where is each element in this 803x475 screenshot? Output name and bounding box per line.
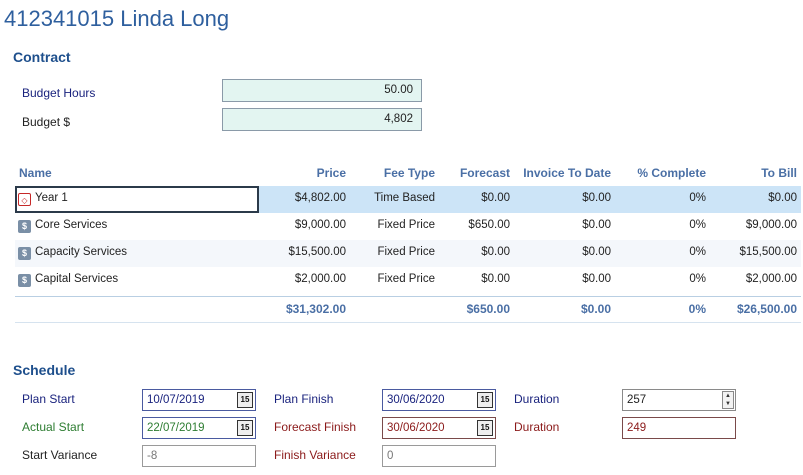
col-header-fee-type[interactable]: Fee Type [383,166,435,180]
actual-start-value: 22/07/2019 [147,422,205,434]
total-price: $31,302.00 [285,302,346,316]
name-cell-focus-box[interactable] [15,186,259,213]
start-variance-field: -8 [142,445,256,467]
duration-label: Duration [514,392,560,406]
duration-value: 257 [627,394,647,406]
finish-variance-label: Finish Variance [274,448,356,462]
total-forecast: $650.00 [466,302,510,316]
row-invoice-to-date: $0.00 [582,192,611,204]
col-header-price[interactable]: Price [316,166,346,180]
row-fee-type: Fixed Price [377,219,435,231]
grid-divider [15,296,801,297]
row-pct-complete: 0% [689,219,706,231]
plan-start-value: 10/07/2019 [147,394,205,406]
fee-dollar-icon: $ [18,220,31,233]
row-name: Year 1 [35,192,68,204]
milestone-icon: ◇ [18,193,31,206]
row-pct-complete: 0% [689,246,706,258]
total-invoice-to-date: $0.00 [580,302,611,316]
table-row[interactable]: ◇ Year 1 $4,802.00 Time Based $0.00 $0.0… [15,186,801,213]
row-pct-complete: 0% [689,192,706,204]
row-to-bill: $2,000.00 [745,273,797,285]
row-fee-type: Time Based [374,192,435,204]
row-to-bill: $15,500.00 [739,246,797,258]
table-row[interactable]: $ Capacity Services $15,500.00 Fixed Pri… [15,240,801,267]
totals-row: $31,302.00 $650.00 $0.00 0% $26,500.00 [15,297,801,323]
page-title: 412341015 Linda Long [4,6,230,31]
forecast-finish-label: Forecast Finish [274,420,357,434]
forecast-duration-field[interactable]: 249 [622,417,736,439]
contract-section-title: Contract [13,49,71,65]
total-to-bill: $26,500.00 [736,302,797,316]
row-name: Capacity Services [35,246,128,258]
col-header-forecast[interactable]: Forecast [459,166,510,180]
plan-start-field[interactable]: 10/07/2019 15 [142,389,256,411]
finish-variance-field: 0 [382,445,496,467]
row-name: Core Services [35,219,108,231]
plan-finish-label: Plan Finish [274,392,334,406]
row-forecast: $0.00 [481,192,510,204]
row-pct-complete: 0% [689,273,706,285]
row-price: $15,500.00 [288,246,346,258]
row-fee-type: Fixed Price [377,273,435,285]
calendar-icon[interactable]: 15 [477,392,493,408]
budget-dollars-field[interactable]: 4,802 [222,108,422,131]
forecast-finish-field[interactable]: 30/06/2020 15 [382,417,496,439]
plan-finish-field[interactable]: 30/06/2020 15 [382,389,496,411]
duration-field[interactable]: 257 ▲ ▼ [622,389,736,411]
plan-start-label: Plan Start [22,392,75,406]
fee-dollar-icon: $ [18,247,31,260]
grid-header: Name Price Fee Type Forecast Invoice To … [15,160,801,186]
row-invoice-to-date: $0.00 [582,219,611,231]
row-fee-type: Fixed Price [377,246,435,258]
total-pct-complete: 0% [688,302,706,316]
actual-start-field[interactable]: 22/07/2019 15 [142,417,256,439]
budget-hours-field[interactable]: 50.00 [222,79,422,102]
calendar-icon[interactable]: 15 [237,420,253,436]
row-price: $4,802.00 [294,192,346,204]
row-forecast: $0.00 [481,246,510,258]
table-row[interactable]: $ Core Services $9,000.00 Fixed Price $6… [15,213,801,240]
forecast-duration-label: Duration [514,420,560,434]
col-header-name[interactable]: Name [19,166,52,180]
row-to-bill: $0.00 [768,192,797,204]
calendar-icon[interactable]: 15 [477,420,493,436]
row-price: $9,000.00 [294,219,346,231]
fee-dollar-icon: $ [18,274,31,287]
start-variance-label: Start Variance [22,448,98,462]
budget-dollars-label: Budget $ [22,115,71,129]
fees-grid: Name Price Fee Type Forecast Invoice To … [15,160,801,323]
row-invoice-to-date: $0.00 [582,246,611,258]
budget-hours-label: Budget Hours [22,86,96,100]
spinner-icon[interactable]: ▲ ▼ [722,391,734,409]
calendar-icon[interactable]: 15 [237,392,253,408]
col-header-pct-complete[interactable]: % Complete [637,166,706,180]
schedule-section-title: Schedule [13,362,76,378]
col-header-invoice-to-date[interactable]: Invoice To Date [523,166,611,180]
table-row[interactable]: $ Capital Services $2,000.00 Fixed Price… [15,267,801,294]
row-name: Capital Services [35,273,119,285]
row-price: $2,000.00 [294,273,346,285]
actual-start-label: Actual Start [22,420,85,434]
row-invoice-to-date: $0.00 [582,273,611,285]
plan-finish-value: 30/06/2020 [387,394,445,406]
row-forecast: $650.00 [468,219,510,231]
forecast-finish-value: 30/06/2020 [387,422,445,434]
col-header-to-bill[interactable]: To Bill [761,166,797,180]
row-forecast: $0.00 [481,273,510,285]
row-to-bill: $9,000.00 [745,219,797,231]
